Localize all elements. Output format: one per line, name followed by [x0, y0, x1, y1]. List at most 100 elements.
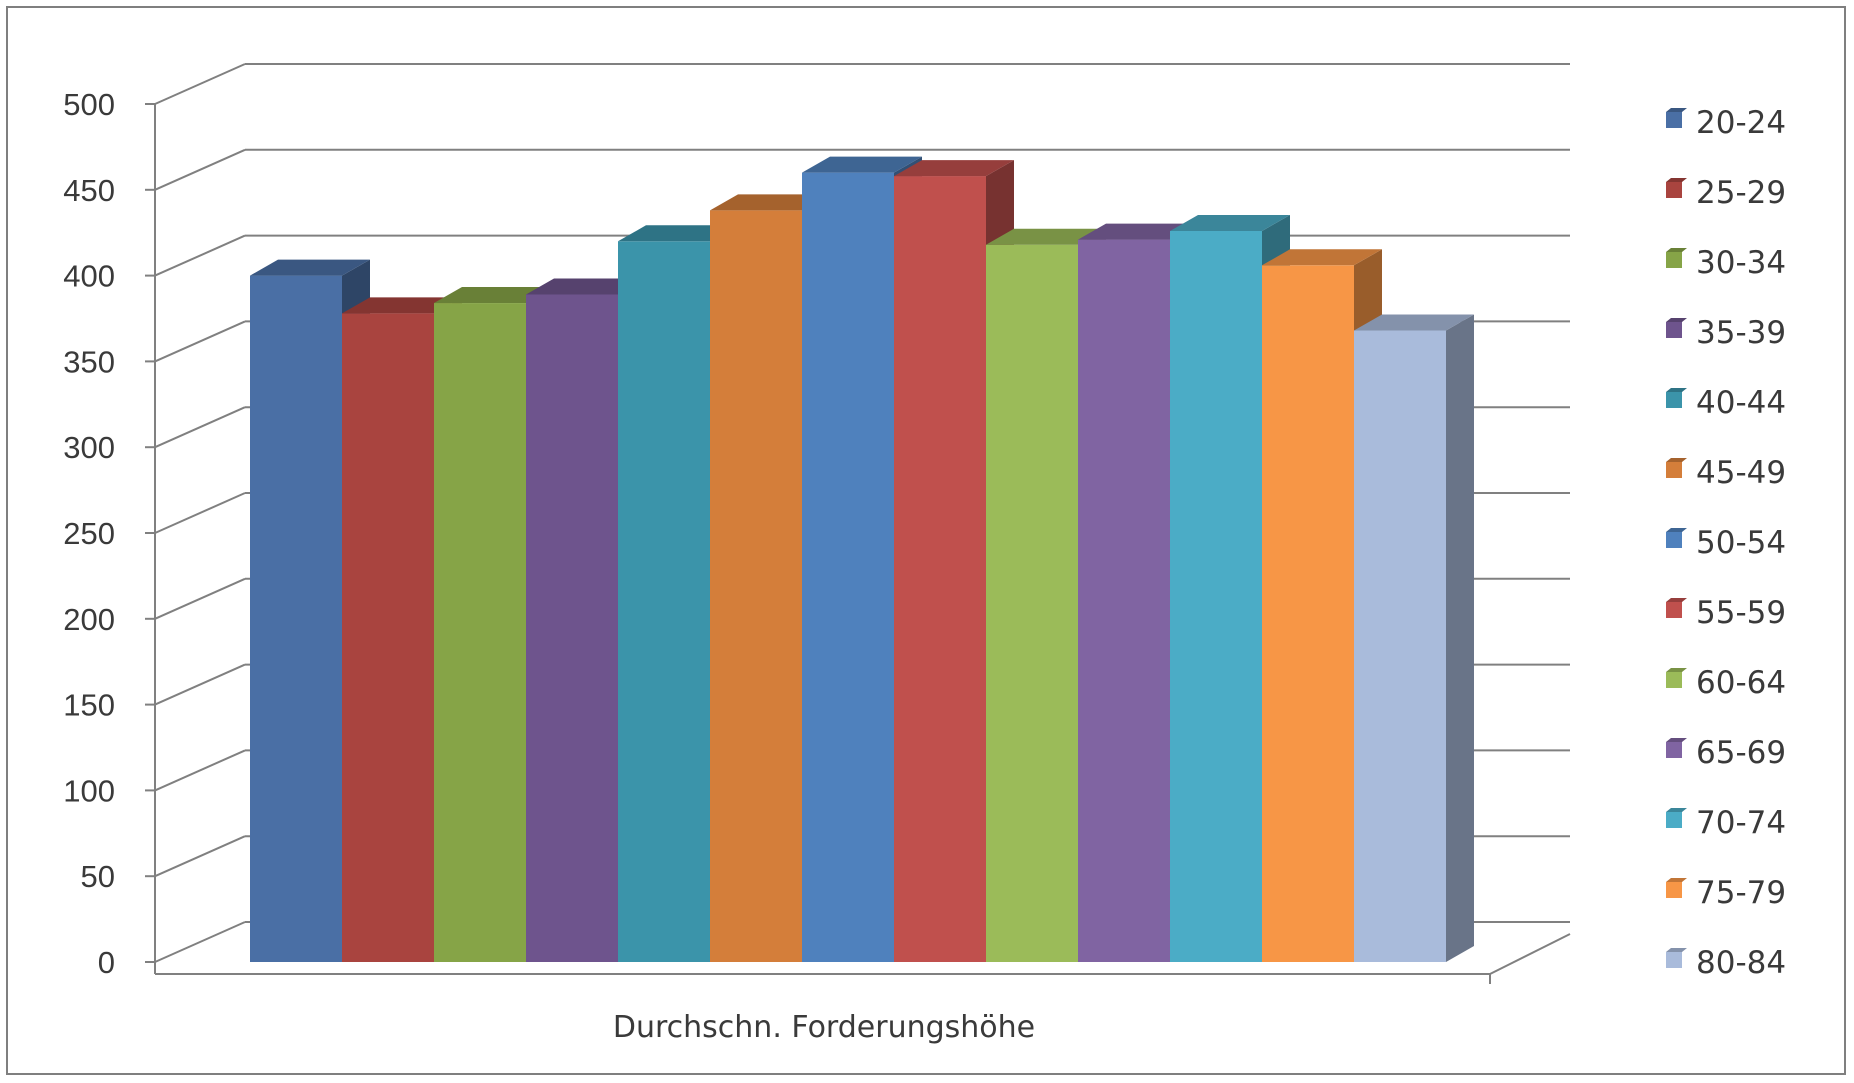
legend-label: 80-84: [1696, 945, 1786, 981]
legend-swatch-top: [1666, 878, 1687, 882]
bar-top-face: [526, 278, 646, 295]
gridline-side: [154, 835, 246, 878]
legend-label: 50-54: [1696, 525, 1786, 561]
y-tick-label: 450: [63, 173, 115, 208]
legend-swatch-top: [1666, 108, 1687, 112]
y-tick-label: 300: [63, 430, 115, 465]
bar-front-face: [802, 172, 894, 962]
legend-swatch: [1666, 602, 1682, 618]
legend-swatch: [1666, 532, 1682, 548]
bar-top-face: [894, 160, 1014, 177]
legend-swatch: [1666, 322, 1682, 338]
bar-front-face: [1354, 330, 1446, 963]
legend-item-55-59: 55-59: [1666, 595, 1786, 631]
legend-item-75-79: 75-79: [1666, 875, 1786, 911]
bar-top-face: [1262, 249, 1382, 266]
legend-label: 30-34: [1696, 245, 1786, 281]
bar-top-face: [986, 228, 1106, 245]
legend-label: 70-74: [1696, 805, 1786, 841]
legend-swatch-top: [1666, 248, 1687, 252]
bar-front-face: [986, 244, 1078, 962]
y-tick-label: 350: [63, 344, 115, 379]
legend-label: 40-44: [1696, 385, 1786, 421]
bar-front-face: [1170, 230, 1262, 962]
bar-top-face: [250, 259, 370, 276]
y-axis-ticks: 0 50 100 150 200 250 300 350 400 450 500: [63, 87, 115, 980]
legend-label: 55-59: [1696, 595, 1786, 631]
legend-label: 45-49: [1696, 455, 1786, 491]
legend-label: 60-64: [1696, 665, 1786, 701]
bar-front-face: [250, 275, 342, 963]
legend-item-30-34: 30-34: [1666, 245, 1786, 281]
bar-front-face: [1262, 265, 1354, 963]
bar-front-face: [894, 176, 986, 962]
bars: [250, 156, 1474, 963]
y-tick-label: 100: [63, 773, 115, 808]
gridline-side: [154, 663, 246, 706]
legend-item-80-84: 80-84: [1666, 945, 1786, 981]
legend-label: 20-24: [1696, 105, 1786, 141]
legend-label: 35-39: [1696, 315, 1786, 351]
bar-side-face: [1446, 314, 1474, 963]
legend-swatch: [1666, 742, 1682, 758]
legend-swatch-top: [1666, 178, 1687, 182]
legend-swatch-top: [1666, 738, 1687, 742]
legend-label: 75-79: [1696, 875, 1786, 911]
legend-swatch: [1666, 112, 1682, 128]
legend-swatch-top: [1666, 808, 1687, 812]
legend-swatch-top: [1666, 668, 1687, 672]
gridline-side: [154, 148, 246, 191]
bar-top-face: [802, 156, 922, 173]
bar-front-face: [526, 294, 618, 962]
legend-item-70-74: 70-74: [1666, 805, 1786, 841]
gridline-side: [154, 320, 246, 363]
bar-front-face: [618, 241, 710, 962]
gridline-side: [154, 63, 246, 105]
legend-label: 25-29: [1696, 175, 1786, 211]
legend-swatch: [1666, 392, 1682, 408]
gridline-side: [154, 234, 246, 277]
legend-item-50-54: 50-54: [1666, 525, 1786, 561]
bar-top-face: [618, 225, 738, 242]
y-tick-label: 400: [63, 259, 115, 294]
bar-top-face: [1078, 223, 1198, 240]
bar-front-face: [342, 313, 434, 962]
bar-front-face: [710, 210, 802, 963]
y-tick-label: 500: [63, 87, 115, 122]
y-tick-label: 200: [63, 602, 115, 637]
legend-swatch: [1666, 882, 1682, 898]
legend-swatch-top: [1666, 598, 1687, 602]
legend-swatch-top: [1666, 388, 1687, 392]
bar-top-face: [342, 297, 462, 314]
legend-item-60-64: 60-64: [1666, 665, 1786, 701]
legend-item-65-69: 65-69: [1666, 735, 1786, 771]
bar-top-face: [434, 287, 554, 304]
legend-item-35-39: 35-39: [1666, 315, 1786, 351]
legend-swatch: [1666, 182, 1682, 198]
bar-top-face: [1354, 314, 1474, 331]
gridline-side: [154, 577, 246, 620]
y-tick-label: 50: [81, 859, 115, 894]
bar-80-84: [1354, 314, 1474, 963]
gridline-side: [154, 492, 246, 534]
legend-swatch-top: [1666, 318, 1687, 322]
legend-swatch-top: [1666, 528, 1687, 532]
legend-item-20-24: 20-24: [1666, 105, 1786, 141]
y-tick-label: 0: [98, 945, 115, 980]
gridline-side: [154, 921, 246, 963]
bar-front-face: [434, 303, 526, 962]
y-tick-label: 150: [63, 688, 115, 723]
gridline-side: [154, 406, 246, 449]
axes: [154, 104, 1571, 984]
bar-top-face: [1170, 214, 1290, 231]
bar-20-24: [250, 259, 370, 963]
floor-right-edge: [1489, 933, 1571, 975]
bar-front-face: [1078, 239, 1170, 963]
legend-swatch: [1666, 672, 1682, 688]
legend-item-45-49: 45-49: [1666, 455, 1786, 491]
x-axis-title: Durchschn. Forderungshöhe: [613, 1010, 1035, 1045]
legend-swatch-top: [1666, 458, 1687, 462]
legend: 20-24 25-29 30-34 35-39 40-44 45-49 50-54 55-59…: [1666, 105, 1786, 981]
legend-swatch: [1666, 462, 1682, 478]
